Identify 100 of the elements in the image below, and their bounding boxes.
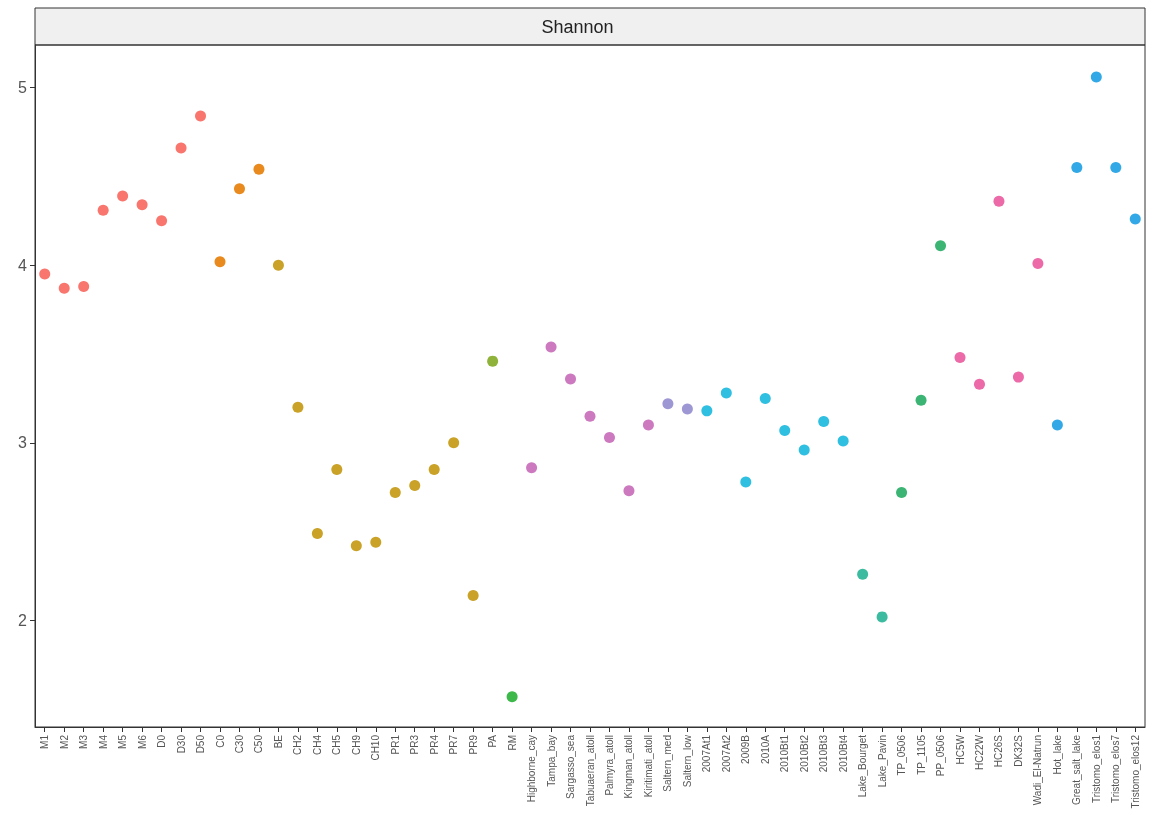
x-tick-label: Tristomo_elos7	[1110, 734, 1122, 803]
point	[58, 282, 70, 294]
point	[1071, 162, 1083, 174]
point	[448, 437, 460, 449]
point	[428, 463, 440, 475]
point	[954, 352, 966, 364]
point	[935, 240, 947, 252]
point	[662, 398, 674, 410]
point	[331, 463, 343, 475]
point	[896, 487, 908, 499]
x-tick-label: BE	[272, 734, 284, 749]
x-tick-label: M6	[136, 734, 148, 749]
x-tick-label: Saltern_med	[662, 735, 674, 792]
x-tick-label: Wadi_El-Natrun	[1032, 735, 1044, 806]
point	[623, 485, 635, 497]
x-tick-label: Saltern_low	[681, 734, 693, 788]
point	[545, 341, 557, 353]
point	[876, 611, 888, 623]
point	[1090, 71, 1102, 83]
x-tick-label: Highborne_cay	[526, 735, 538, 803]
x-tick-label: 2010Bt1	[779, 734, 791, 773]
point	[1032, 257, 1044, 269]
point	[584, 410, 596, 422]
point	[642, 419, 654, 431]
point	[701, 405, 713, 417]
x-tick-label: Lake_Pavin	[876, 735, 888, 788]
x-tick-label: CH9	[350, 734, 362, 756]
point	[253, 163, 265, 175]
point	[175, 142, 187, 154]
point	[467, 590, 479, 602]
point	[97, 204, 109, 216]
x-tick-label: Tampa_bay	[545, 735, 557, 787]
point	[487, 355, 499, 367]
x-tick-label: Tabuaeran_atoll	[584, 735, 596, 807]
point	[136, 199, 148, 211]
point	[292, 401, 304, 413]
x-tick-label: PR7	[448, 734, 460, 755]
y-tick-label: 4	[18, 256, 28, 274]
x-tick-label: PP_0506	[935, 734, 947, 777]
x-tick-label: D30	[175, 734, 187, 754]
point	[818, 416, 830, 428]
point	[370, 536, 382, 548]
point	[1051, 419, 1063, 431]
y-tick-label: 3	[18, 434, 28, 452]
point	[1012, 371, 1024, 383]
x-tick-label: D0	[156, 734, 168, 748]
point	[857, 568, 869, 580]
point	[603, 432, 615, 443]
x-tick-label: Sargasso_sea	[565, 734, 577, 799]
x-tick-label: Great_salt_lake	[1071, 734, 1083, 806]
y-tick-label: 2	[18, 611, 28, 629]
x-tick-label: D50	[195, 734, 207, 754]
x-tick-label: Tristomo_elos12	[1129, 734, 1141, 809]
x-tick-label: Tristomo_elos1	[1090, 734, 1102, 803]
y-tick-label: 5	[18, 79, 28, 97]
x-tick-label: CH5	[331, 734, 343, 756]
chart-title: Shannon	[541, 17, 614, 37]
x-tick-label: PA	[487, 734, 499, 748]
x-tick-label: Palmyra_atoll	[603, 735, 615, 796]
x-tick-label: TP_0506	[896, 734, 908, 776]
point	[837, 435, 849, 447]
x-tick-label: Hot_lake	[1051, 734, 1063, 775]
x-tick-label: HC26S	[993, 734, 1005, 768]
point	[565, 373, 577, 385]
x-tick-label: M1	[39, 734, 51, 749]
point	[915, 394, 927, 406]
x-tick-label: TP_1105	[915, 734, 927, 775]
x-tick-label: PR3	[409, 734, 421, 755]
point	[973, 378, 985, 390]
x-tick-label: C50	[253, 734, 265, 754]
point	[233, 183, 245, 195]
x-tick-label: 2007At1	[701, 734, 713, 773]
point	[740, 476, 752, 488]
point	[506, 691, 518, 703]
x-tick-label: HC5W	[954, 734, 966, 765]
x-tick-label: M4	[97, 734, 109, 749]
point	[993, 195, 1005, 207]
x-tick-label: 2010A	[759, 734, 771, 764]
point	[759, 392, 771, 404]
x-tick-label: 2010Bt4	[837, 734, 849, 773]
point	[195, 110, 207, 122]
x-tick-label: PR4	[428, 734, 440, 755]
x-tick-label: C0	[214, 734, 226, 748]
x-tick-label: Kingman_atoll	[623, 735, 635, 799]
x-tick-label: 2010Bt3	[818, 734, 830, 773]
point	[409, 479, 421, 491]
point	[39, 268, 51, 280]
x-tick-label: DK32S	[1012, 734, 1024, 767]
x-tick-label: Lake_Bourget	[857, 734, 869, 798]
x-tick-label: HC22W	[973, 734, 985, 771]
point	[78, 281, 90, 293]
point	[526, 462, 538, 474]
x-tick-label: 2007At2	[720, 734, 732, 773]
point	[1110, 162, 1122, 174]
point	[798, 444, 810, 456]
x-tick-label: 2010Bt2	[798, 734, 810, 773]
x-tick-label: CH2	[292, 734, 304, 756]
x-tick-label: 2009B	[740, 734, 752, 764]
point	[720, 387, 732, 399]
point	[389, 487, 401, 499]
